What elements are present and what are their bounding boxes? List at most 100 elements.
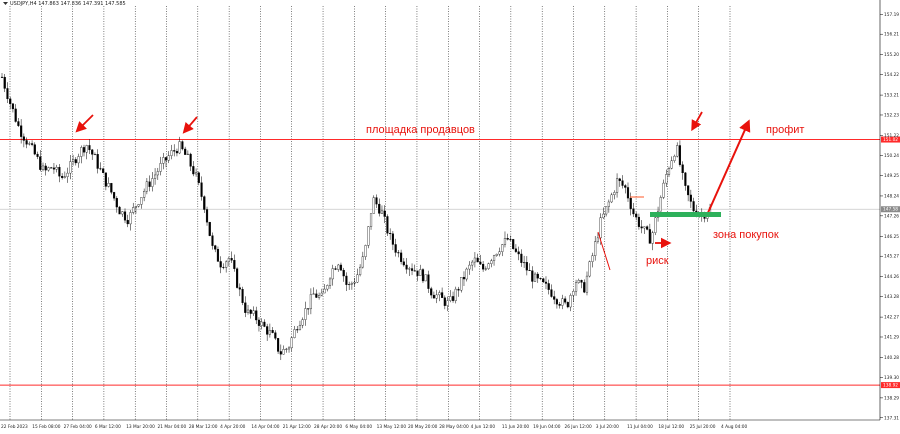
candle-body	[596, 237, 599, 242]
x-tick-label: 13 May 12:00	[377, 424, 407, 430]
candle-body	[353, 282, 356, 284]
x-tick-label: 4 Jun 12:00	[471, 424, 496, 430]
candle-body	[361, 256, 364, 268]
candle-body	[307, 308, 310, 310]
candle-body	[170, 150, 173, 156]
candle-body	[667, 168, 671, 175]
candle-body	[359, 266, 362, 275]
candle-body	[629, 197, 632, 209]
candle-body	[539, 278, 542, 279]
candle-body	[186, 153, 189, 155]
candle-body	[643, 226, 646, 229]
candle-body	[195, 172, 198, 175]
profit-label: профит	[766, 124, 804, 136]
candle-body	[58, 166, 61, 177]
candle-body	[255, 310, 258, 321]
chart-header: USDJPY,H4 147.863 147.836 147.391 147.58…	[3, 1, 126, 7]
x-tick-label: 25 Jul 20:00	[690, 424, 716, 430]
signal-arrow	[691, 111, 703, 132]
candle-body	[435, 294, 438, 299]
candle-body	[277, 338, 280, 352]
candle-body	[118, 206, 121, 215]
candle-body	[282, 349, 285, 355]
candle-body	[145, 181, 148, 192]
x-tick-label: 3 Jul 20:00	[596, 424, 619, 430]
candle-body	[82, 147, 86, 153]
candle-body	[192, 166, 195, 175]
candle-body	[263, 321, 266, 327]
candle-body	[607, 201, 610, 207]
candle-body	[121, 211, 124, 215]
candle-body	[342, 269, 345, 277]
candle-body	[93, 154, 97, 156]
candle-body	[178, 141, 181, 154]
candle-body	[509, 239, 512, 241]
y-tick-label: 138.29	[884, 395, 899, 401]
candle-body	[173, 150, 176, 152]
candle-body	[110, 183, 113, 193]
candle-body	[583, 282, 586, 293]
candle-body	[66, 172, 69, 177]
candle-body	[246, 309, 250, 313]
x-tick-label: 18 Jul 12:00	[658, 424, 684, 430]
candle-body	[41, 165, 45, 170]
candle-body	[681, 164, 684, 174]
signal-arrow	[182, 116, 198, 134]
candle-body	[506, 238, 509, 240]
x-tick-label: 4 Aug 04:00	[721, 424, 748, 430]
y-tick-label: 147.26	[884, 213, 899, 219]
candle-body	[17, 121, 20, 126]
candle-body	[115, 198, 118, 208]
candle-body	[52, 167, 56, 170]
candle-body	[427, 274, 430, 289]
candle-body	[397, 252, 400, 254]
candle-body	[337, 264, 340, 270]
candle-body	[443, 297, 446, 306]
candle-body	[208, 221, 211, 236]
candle-body	[471, 261, 474, 266]
candle-body	[610, 194, 613, 203]
candle-body	[205, 209, 209, 223]
y-tick-label: 157.19	[884, 12, 899, 18]
candle-body	[492, 255, 496, 261]
y-tick-label: 154.22	[884, 72, 899, 78]
candle-body	[482, 263, 485, 270]
candle-body	[465, 268, 468, 280]
candle-body	[484, 268, 487, 270]
candle-body	[312, 293, 315, 295]
triangle-down-icon[interactable]	[3, 2, 8, 5]
candle-body	[345, 275, 348, 285]
lower-line-tag	[881, 382, 900, 389]
candle-body	[523, 262, 526, 264]
candle-body	[85, 145, 88, 153]
candle-body	[364, 245, 367, 257]
candle-body	[580, 280, 583, 283]
candle-body	[640, 226, 643, 229]
candle-body	[225, 261, 228, 268]
lower-line-tag-text: 138.92	[883, 383, 898, 389]
candle-body	[528, 270, 531, 271]
x-tick-label: 6 Mar 12:00	[95, 424, 121, 430]
candle-body	[495, 253, 498, 256]
candle-body	[350, 283, 353, 285]
candle-body	[367, 226, 370, 246]
candle-body	[126, 219, 129, 225]
candle-body	[356, 274, 359, 283]
y-tick-label: 149.25	[884, 173, 899, 179]
candle-body	[285, 348, 288, 350]
candle-body	[498, 251, 501, 255]
x-tick-label: 28 Apr 20:00	[314, 424, 342, 430]
candle-body	[687, 185, 690, 196]
candle-body	[9, 98, 12, 104]
candle-body	[424, 274, 427, 282]
y-tick-label: 139.30	[884, 375, 899, 381]
candle-body	[233, 260, 236, 269]
candle-body	[446, 300, 449, 306]
candle-body	[334, 268, 337, 270]
candle-body	[624, 185, 627, 188]
x-tick-label: 19 Jun 04:00	[533, 424, 561, 430]
profit-arrow	[706, 119, 751, 216]
candle-body	[148, 181, 151, 187]
candle-body	[323, 288, 326, 294]
